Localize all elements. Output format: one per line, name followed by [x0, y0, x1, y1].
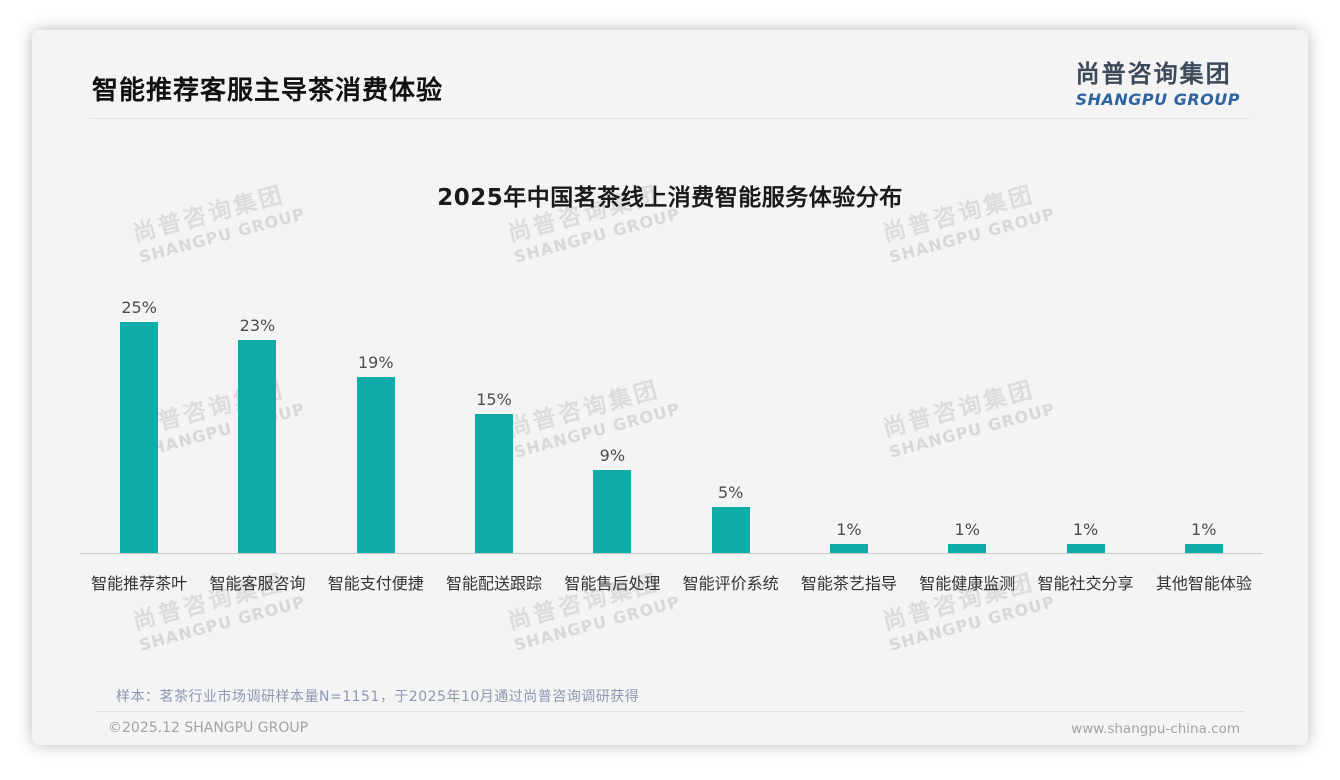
category-label: 智能客服咨询: [209, 574, 306, 593]
bar: [948, 544, 987, 553]
website-text: www.shangpu-china.com: [1071, 721, 1240, 737]
bar-column: 19%: [317, 253, 435, 553]
category-label: 智能配送跟踪: [446, 574, 543, 593]
bar-value-label: 9%: [599, 446, 626, 465]
bar: [1066, 544, 1105, 553]
x-axis-category-labels: 智能推荐茶叶 智能客服咨询 智能支付便捷 智能配送跟踪 智能售后处理 智能评价系统 智能茶艺…: [80, 570, 1263, 594]
bar-column: 15%: [435, 253, 553, 553]
bar: [238, 340, 277, 553]
header-divider: [90, 118, 1250, 119]
bar-chart-plot-area: 25% 23% 19% 15% 9% 5% 1% 1% 1% 1%: [80, 253, 1263, 553]
page-title: 智能推荐客服主导茶消费体验: [92, 76, 444, 106]
bar-column: 1%: [790, 253, 908, 553]
bar: [711, 507, 750, 553]
sample-note: 样本：茗茶行业市场调研样本量N=1151，于2025年10月通过尚普咨询调研获得: [116, 689, 640, 705]
bar-value-label: 1%: [1072, 520, 1099, 539]
category-label: 智能茶艺指导: [800, 574, 897, 593]
category-label: 智能售后处理: [564, 574, 661, 593]
logo-english-name: SHANGPU GROUP: [1075, 90, 1240, 109]
bar: [120, 322, 159, 553]
report-card: 尚普咨询集团 SHANGPU GROUP 尚普咨询集团 SHANGPU GROUP 尚普…: [32, 30, 1308, 745]
bar-value-label: 5%: [717, 483, 744, 502]
company-logo: 尚普咨询集团 SHANGPU GROUP: [1076, 54, 1240, 109]
copyright-text: ©2025.12 SHANGPU GROUP: [108, 720, 309, 736]
bar-column: 23%: [198, 253, 316, 553]
bar-column: 1%: [908, 253, 1026, 553]
bar-value-label: 19%: [357, 353, 394, 372]
x-axis-line: [80, 553, 1263, 554]
logo-chinese-name: 尚普咨询集团: [1075, 60, 1232, 88]
bar: [593, 470, 632, 553]
bar-value-label: 1%: [836, 520, 862, 539]
bar-value-label: 1%: [954, 520, 980, 539]
bar-column: 1%: [1026, 253, 1144, 553]
bar: [1184, 544, 1223, 553]
bar-column: 9%: [553, 253, 671, 553]
bar-value-label: 25%: [121, 298, 157, 317]
category-label: 智能评价系统: [682, 574, 779, 593]
bar: [829, 544, 868, 553]
bar-column: 1%: [1145, 253, 1263, 553]
footer-divider: [96, 711, 1244, 712]
category-label: 智能健康监测: [919, 574, 1016, 593]
bar-column: 5%: [671, 253, 789, 553]
category-label: 智能支付便捷: [327, 574, 424, 593]
category-label: 智能社交分享: [1037, 574, 1134, 593]
bar: [475, 414, 514, 553]
category-label: 其他智能体验: [1155, 574, 1252, 593]
bar-value-label: 15%: [476, 390, 512, 409]
bar-column: 25%: [80, 253, 198, 553]
chart-title: 2025年中国茗茶线上消费智能服务体验分布: [437, 185, 903, 211]
category-label: 智能推荐茶叶: [91, 574, 188, 593]
bar: [356, 377, 395, 553]
bar-value-label: 1%: [1191, 520, 1217, 539]
bar-value-label: 23%: [239, 316, 276, 335]
